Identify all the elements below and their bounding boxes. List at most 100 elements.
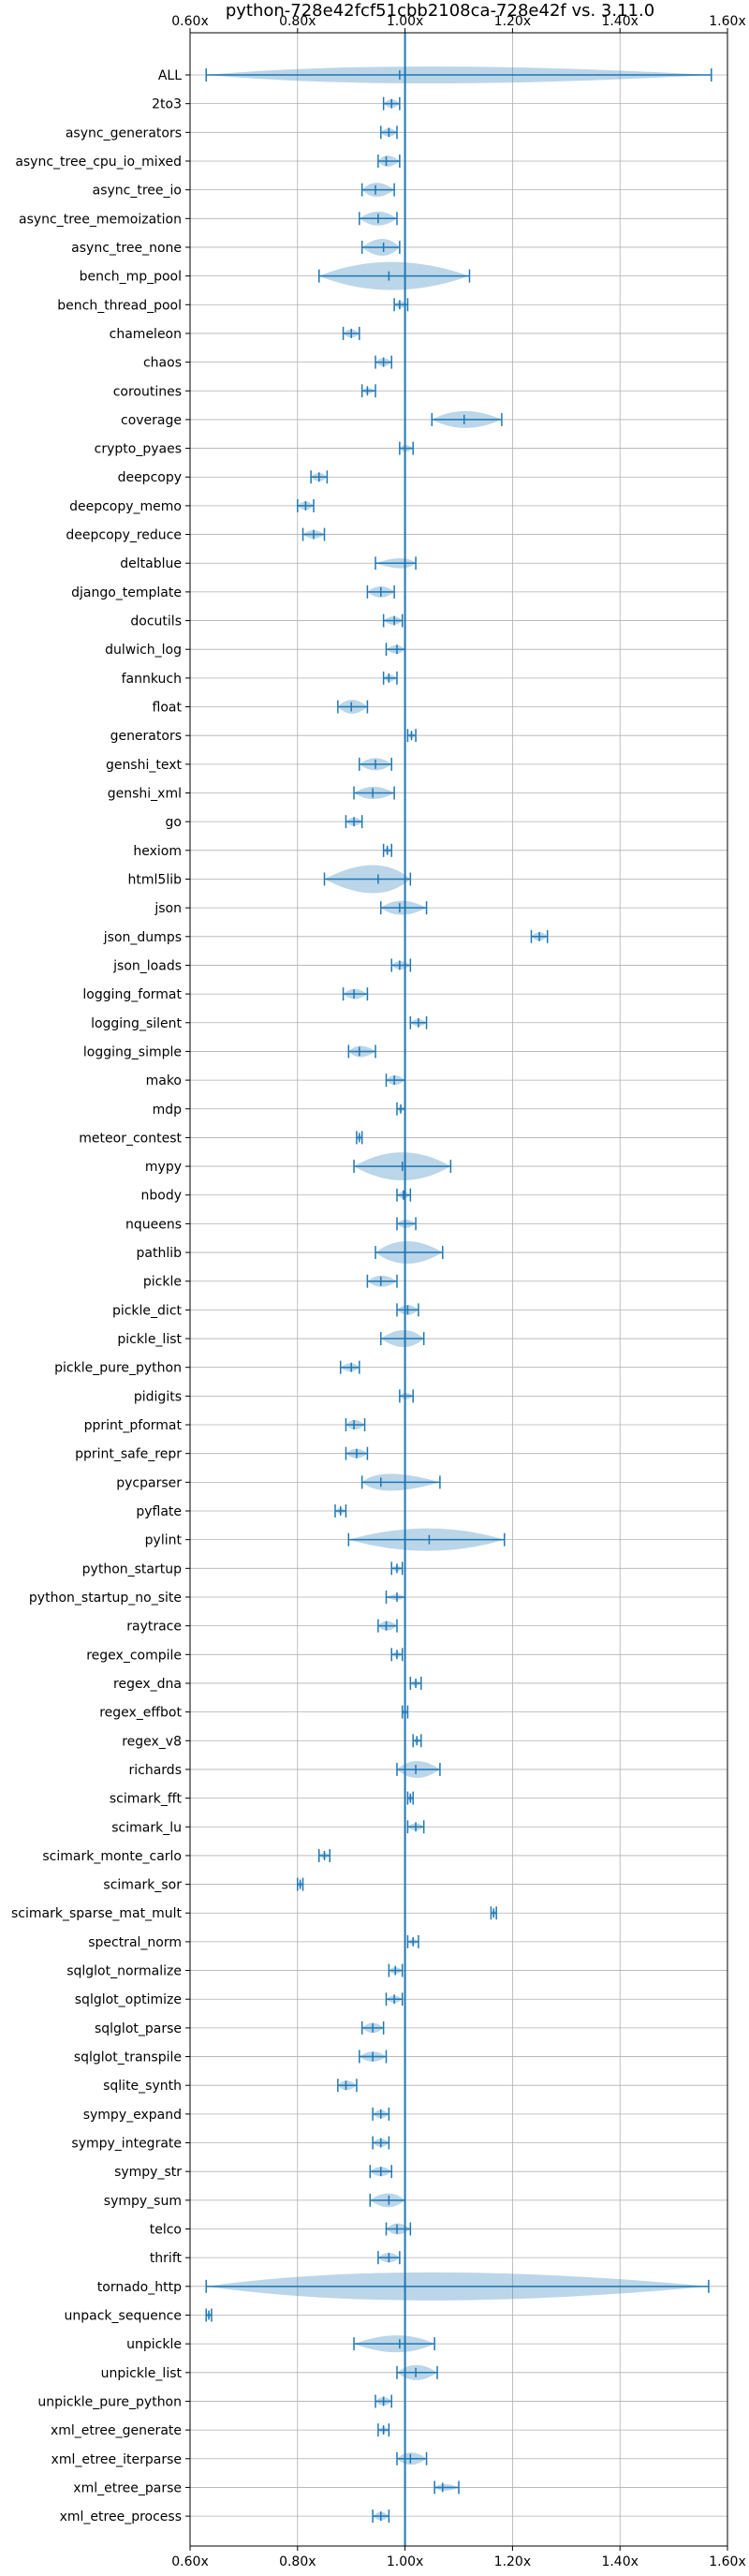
- benchmark-label-deltablue: deltablue: [120, 556, 182, 571]
- benchmark-label-async-tree-none: async_tree_none: [71, 241, 182, 256]
- benchmark-label-scimark-sor: scimark_sor: [103, 1878, 182, 1893]
- benchmark-label-scimark-lu: scimark_lu: [111, 1820, 182, 1835]
- benchmark-label-pycparser: pycparser: [116, 1475, 182, 1490]
- benchmark-label-scimark-fft: scimark_fft: [110, 1792, 183, 1807]
- x-tick-label-top: 1.00x: [387, 14, 423, 29]
- benchmark-label-json-loads: json_loads: [112, 958, 182, 973]
- benchmark-label-sympy-str: sympy_str: [114, 2165, 182, 2180]
- benchmark-label-bench-mp-pool: bench_mp_pool: [80, 270, 182, 285]
- benchmark-label-json-dumps: json_dumps: [103, 930, 182, 945]
- x-tick-label-top: 1.40x: [601, 14, 638, 29]
- benchmark-label-all: ALL: [158, 68, 182, 83]
- benchmark-label-genshi-xml: genshi_xml: [108, 787, 182, 802]
- benchmark-label-raytrace: raytrace: [126, 1620, 182, 1635]
- benchmark-label-sqlglot-optimize: sqlglot_optimize: [75, 1992, 182, 2007]
- benchmark-label-pidigits: pidigits: [134, 1389, 182, 1404]
- benchmark-label-fannkuch: fannkuch: [122, 672, 182, 687]
- benchmark-label-mako: mako: [146, 1073, 182, 1088]
- benchmark-label-pickle-list: pickle_list: [117, 1332, 182, 1347]
- benchmark-label-sqlglot-transpile: sqlglot_transpile: [74, 2050, 182, 2065]
- x-tick-label-bottom: 0.80x: [279, 2554, 316, 2569]
- benchmark-label-deepcopy: deepcopy: [118, 470, 182, 485]
- benchmark-label-unpack-sequence: unpack_sequence: [65, 2308, 182, 2323]
- benchmark-label-pathlib: pathlib: [137, 1246, 183, 1261]
- chart-title: python-728e42fcf51cbb2108ca-728e42f vs. …: [226, 1, 654, 21]
- benchmark-label-python-startup-no-site: python_startup_no_site: [29, 1591, 182, 1606]
- benchmark-label-json: json: [154, 901, 182, 916]
- benchmark-label-xml-etree-iterparse: xml_etree_iterparse: [51, 2452, 182, 2467]
- benchmark-label-django-template: django_template: [71, 585, 182, 600]
- benchmark-label-nbody: nbody: [141, 1189, 183, 1204]
- benchmark-label-async-tree-io: async_tree_io: [93, 184, 182, 199]
- benchmark-label-generators: generators: [110, 729, 182, 744]
- benchmark-label-sympy-sum: sympy_sum: [104, 2194, 182, 2209]
- tick-layer: 0.60x 0.60x 0.80x 0.80x 1.00x 1.00x 1.20x 1.20x…: [171, 14, 745, 2569]
- benchmark-label-meteor-contest: meteor_contest: [79, 1131, 182, 1146]
- x-tick-label-top: 0.80x: [279, 14, 316, 29]
- benchmark-label-regex-compile: regex_compile: [86, 1648, 182, 1663]
- benchmark-label-thrift: thrift: [150, 2251, 183, 2266]
- benchmark-label-telco: telco: [150, 2223, 182, 2238]
- x-tick-label-top: 0.60x: [171, 14, 208, 29]
- benchmark-label-unpickle: unpickle: [126, 2337, 182, 2352]
- benchmark-label-deepcopy-memo: deepcopy_memo: [69, 499, 182, 514]
- benchmark-label-logging-simple: logging_simple: [83, 1044, 182, 1059]
- benchmark-label-xml-etree-process: xml_etree_process: [60, 2509, 182, 2524]
- benchmark-label-unpickle-pure-python: unpickle_pure_python: [37, 2394, 182, 2409]
- benchmark-label-docutils: docutils: [130, 614, 182, 629]
- x-tick-label-top: 1.60x: [709, 14, 745, 29]
- benchmark-label-mypy: mypy: [145, 1160, 182, 1175]
- benchmark-label-go: go: [166, 815, 182, 830]
- benchmark-label-async-tree-cpu-io-mixed: async_tree_cpu_io_mixed: [15, 155, 182, 170]
- benchmark-label-pprint-pformat: pprint_pformat: [84, 1418, 183, 1433]
- benchmark-label-genshi-text: genshi_text: [106, 758, 183, 773]
- benchmark-label-unpickle-list: unpickle_list: [101, 2366, 183, 2381]
- benchmark-label-chameleon: chameleon: [110, 327, 182, 342]
- benchmark-label-float: float: [153, 701, 183, 716]
- benchmark-label-coroutines: coroutines: [113, 384, 182, 399]
- whisker-layer: [205, 68, 712, 2524]
- x-tick-label-bottom: 0.60x: [171, 2554, 208, 2569]
- benchmark-label-sqlglot-parse: sqlglot_parse: [95, 2021, 182, 2036]
- benchmark-label-deepcopy-reduce: deepcopy_reduce: [66, 528, 182, 543]
- benchmark-label-scimark-monte-carlo: scimark_monte_carlo: [42, 1849, 182, 1864]
- benchmark-label-nqueens: nqueens: [125, 1217, 182, 1232]
- benchmark-label-regex-v8: regex_v8: [122, 1734, 182, 1749]
- benchmark-label-pyflate: pyflate: [136, 1504, 182, 1519]
- label-layer: ALL 2to3 async_generators async_tree_cpu_io…: [11, 68, 182, 2524]
- benchmark-label-sqlite-synth: sqlite_synth: [103, 2079, 182, 2094]
- x-tick-label-top: 1.20x: [494, 14, 531, 29]
- benchmark-label-pickle-dict: pickle_dict: [112, 1303, 183, 1318]
- benchmark-label-regex-dna: regex_dna: [113, 1677, 182, 1692]
- benchmark-label-crypto-pyaes: crypto_pyaes: [95, 442, 182, 457]
- x-tick-label-bottom: 1.20x: [494, 2554, 531, 2569]
- plot-frame: [189, 32, 728, 2547]
- benchmark-label-logging-silent: logging_silent: [91, 1016, 182, 1031]
- benchmark-label-pylint: pylint: [145, 1533, 183, 1548]
- benchmark-label-dulwich-log: dulwich_log: [105, 643, 182, 658]
- benchmark-label-tornado-http: tornado_http: [97, 2280, 182, 2295]
- benchmark-label-python-startup: python_startup: [82, 1562, 182, 1577]
- grid-layer: [189, 33, 728, 2546]
- benchmark-label-logging-format: logging_format: [82, 987, 182, 1002]
- benchmark-label-mdp: mdp: [153, 1103, 183, 1118]
- benchmark-label-scimark-sparse-mat-mult: scimark_sparse_mat_mult: [11, 1906, 182, 1921]
- x-tick-label-bottom: 1.00x: [387, 2554, 423, 2569]
- benchmark-label-spectral-norm: spectral_norm: [88, 1935, 182, 1950]
- violin-layer: [206, 67, 712, 2521]
- benchmark-label-pickle: pickle: [143, 1275, 182, 1290]
- benchmark-label-sympy-expand: sympy_expand: [83, 2108, 182, 2123]
- benchmark-label-async-tree-memoization: async_tree_memoization: [19, 212, 182, 227]
- benchmark-label-chaos: chaos: [143, 356, 182, 371]
- benchmark-label-bench-thread-pool: bench_thread_pool: [57, 298, 182, 313]
- x-tick-label-bottom: 1.40x: [601, 2554, 638, 2569]
- x-tick-label-bottom: 1.60x: [709, 2554, 745, 2569]
- benchmark-label-coverage: coverage: [121, 413, 182, 428]
- benchmark-label-pickle-pure-python: pickle_pure_python: [54, 1361, 182, 1376]
- benchmark-label-sympy-integrate: sympy_integrate: [71, 2137, 182, 2152]
- benchmark-label-2to3: 2to3: [152, 97, 182, 112]
- benchmark-label-sqlglot-normalize: sqlglot_normalize: [66, 1964, 182, 1979]
- benchmark-label-pprint-safe-repr: pprint_safe_repr: [75, 1447, 182, 1462]
- benchmark-label-async-generators: async_generators: [66, 126, 182, 141]
